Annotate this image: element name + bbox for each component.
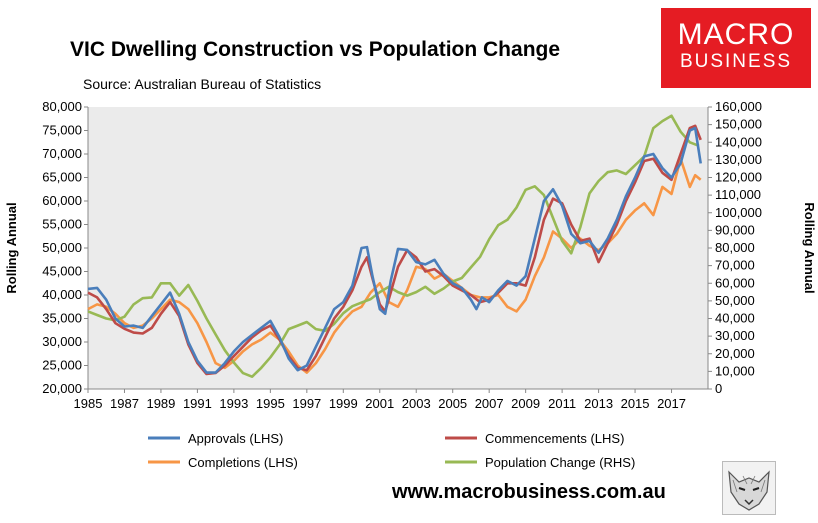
x-tick-label: 1989 (146, 396, 175, 411)
y-right-tick-label: 150,000 (715, 117, 762, 132)
x-tick-label: 2009 (511, 396, 540, 411)
x-tick-label: 2005 (438, 396, 467, 411)
y-left-tick-label: 20,000 (42, 381, 82, 396)
y-right-tick-label: 120,000 (715, 170, 762, 185)
y-right-tick-label: 50,000 (715, 293, 755, 308)
y-right-tick-label: 160,000 (715, 99, 762, 114)
legend-label-population-change: Population Change (RHS) (485, 455, 635, 470)
legend-label-commencements: Commencements (LHS) (485, 431, 624, 446)
y-axis-left-title: Rolling Annual (4, 202, 19, 293)
x-tick-label: 2011 (548, 396, 576, 411)
y-left-tick-label: 80,000 (42, 99, 82, 114)
y-axis-right-title: Rolling Annual (802, 202, 817, 293)
y-right-tick-label: 110,000 (715, 187, 761, 202)
y-right-tick-label: 130,000 (715, 152, 762, 167)
y-left-tick-label: 65,000 (42, 170, 82, 185)
chart-source: Source: Australian Bureau of Statistics (83, 76, 322, 92)
approvals-line (87, 126, 702, 374)
x-tick-label: 2017 (657, 396, 686, 411)
x-tick-label: 2003 (402, 396, 431, 411)
x-tick-label: 1987 (110, 396, 139, 411)
x-tick-label: 2015 (621, 396, 650, 411)
y-left-tick-label: 45,000 (42, 264, 82, 279)
wolf-mascot-icon (722, 461, 776, 515)
population-change-line (87, 114, 700, 379)
legend-label-completions: Completions (LHS) (188, 455, 298, 470)
macrobusiness-logo: MACRO BUSINESS (661, 8, 811, 88)
y-left-tick-label: 75,000 (42, 123, 82, 138)
x-tick-label: 1993 (219, 396, 248, 411)
y-left-tick-label: 70,000 (42, 146, 82, 161)
y-left-tick-label: 50,000 (42, 240, 82, 255)
y-left-tick-label: 55,000 (42, 217, 82, 232)
website-url[interactable]: www.macrobusiness.com.au (392, 481, 666, 503)
logo-line-1: MACRO (677, 18, 795, 51)
x-tick-label: 2007 (475, 396, 504, 411)
x-tick-label: 1999 (329, 396, 358, 411)
x-tick-label: 2001 (365, 396, 394, 411)
x-tick-label: 1991 (183, 396, 212, 411)
chart-title: VIC Dwelling Construction vs Population … (70, 38, 561, 61)
x-tick-label: 1997 (292, 396, 321, 411)
y-left-tick-label: 30,000 (42, 334, 82, 349)
y-right-tick-label: 100,000 (715, 205, 762, 220)
y-right-tick-label: 80,000 (715, 240, 755, 255)
y-left-tick-label: 35,000 (42, 311, 82, 326)
y-right-tick-label: 140,000 (715, 134, 762, 149)
y-right-tick-label: 30,000 (715, 328, 755, 343)
y-left-tick-label: 25,000 (42, 358, 82, 373)
y-right-tick-label: 70,000 (715, 258, 755, 273)
x-tick-label: 1995 (256, 396, 285, 411)
y-right-tick-label: 60,000 (715, 275, 755, 290)
x-tick-label: 2013 (584, 396, 613, 411)
logo-line-2: BUSINESS (679, 51, 793, 72)
y-left-tick-label: 40,000 (42, 287, 82, 302)
y-right-tick-label: 90,000 (715, 222, 755, 237)
y-right-tick-label: 0 (715, 381, 722, 396)
y-right-tick-label: 40,000 (715, 311, 755, 326)
y-right-tick-label: 10,000 (715, 363, 755, 378)
legend-label-approvals: Approvals (LHS) (188, 431, 283, 446)
y-left-tick-label: 60,000 (42, 193, 82, 208)
y-right-tick-label: 20,000 (715, 346, 755, 361)
x-tick-label: 1985 (74, 396, 103, 411)
